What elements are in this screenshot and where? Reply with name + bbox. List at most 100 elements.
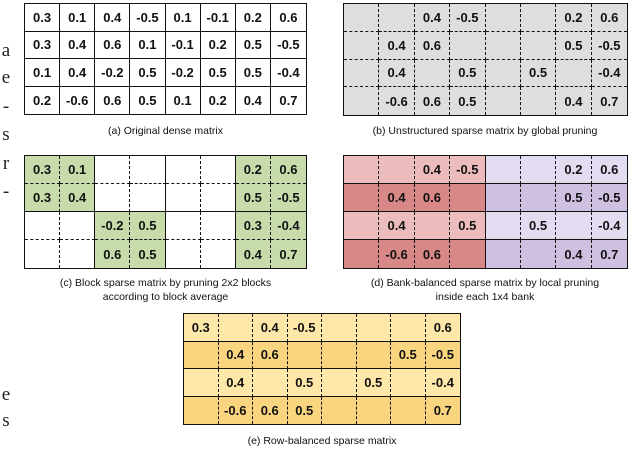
matrix-cell — [322, 396, 357, 424]
matrix-cell: 0.7 — [270, 86, 306, 114]
panel-bank-balanced-sparse-matrix: 0.4 -0.5 0.2 0.6 0.4 0.6 0.5 -0.5 0.4 0.5 0.5 -0.4-… — [343, 155, 628, 269]
matrix-cell: 0.2 — [200, 86, 236, 114]
matrix-cell: 0.2 — [200, 31, 236, 59]
matrix-cell: 0.4 — [556, 87, 592, 115]
matrix-cell: 0.4 — [253, 314, 288, 342]
matrix-cell: -0.5 — [270, 31, 306, 59]
matrix-cell — [391, 314, 426, 342]
matrix-cell — [485, 31, 521, 60]
matrix-cell: 0.2 — [25, 86, 61, 114]
matrix-cell: 0.3 — [25, 4, 61, 32]
panel-row-balanced-sparse-matrix: 0.3 0.4 -0.5 0.6 0.4 0.6 0.5 -0.5 0.4 0.5 0.5 -0.4-… — [183, 313, 461, 425]
matrix-cell: 0.5 — [391, 341, 426, 369]
matrix-cell — [165, 212, 201, 240]
matrix-cell: -0.6 — [379, 240, 415, 268]
matrix-cell — [485, 156, 521, 184]
matrix-cell — [184, 396, 219, 424]
matrix-grid: 0.4 -0.5 0.2 0.6 0.4 0.6 0.5 -0.5 0.4 0.5 0.5 -0.4-… — [343, 155, 628, 269]
matrix-cell — [556, 212, 592, 240]
matrix-cell: -0.4 — [270, 59, 306, 87]
matrix-cell: 0.4 — [379, 59, 415, 88]
edge-text-fragment: r — [2, 153, 10, 174]
matrix-cell: 0.1 — [25, 59, 61, 87]
matrix-cell: 0.5 — [287, 396, 322, 424]
matrix-cell — [322, 369, 357, 397]
matrix-cell: 0.5 — [556, 184, 592, 212]
matrix-cell: -0.6 — [60, 86, 96, 114]
matrix-cell — [485, 212, 521, 240]
matrix-cell — [184, 369, 219, 397]
matrix-grid: 0.3 0.1 0.4 -0.5 0.1 -0.1 0.2 0.6 0.3 0.4 0.6 0.1 -0… — [24, 3, 307, 115]
matrix-cell — [344, 240, 380, 268]
matrix-cell — [344, 184, 380, 212]
matrix-cell — [356, 314, 391, 342]
matrix-cell: 0.5 — [450, 212, 486, 240]
matrix-cell — [322, 341, 357, 369]
matrix-cell: 0.5 — [130, 240, 166, 268]
matrix-cell — [95, 156, 131, 184]
matrix-cell: 0.5 — [520, 59, 557, 88]
matrix-cell — [485, 4, 521, 32]
matrix-cell: 0.5 — [235, 31, 271, 59]
matrix-cell: 0.6 — [95, 31, 131, 59]
matrix-cell: -0.6 — [218, 396, 253, 424]
matrix-cell: 0.6 — [414, 87, 451, 115]
matrix-grid: 0.4 -0.5 0.2 0.6 0.4 0.6 0.5 -0.5 0.4 0.5 0.5 -0.4-… — [343, 3, 628, 116]
matrix-cell: 0.5 — [235, 184, 271, 212]
matrix-cell: 0.4 — [414, 4, 451, 32]
matrix-cell — [520, 184, 557, 212]
matrix-cell — [485, 184, 521, 212]
matrix-cell: -0.5 — [270, 184, 306, 212]
matrix-cell — [165, 184, 201, 212]
caption-line: (a) Original dense matrix — [108, 125, 223, 137]
matrix-cell: 0.5 — [200, 59, 236, 87]
matrix-cell: 0.5 — [130, 59, 166, 87]
matrix-cell: -0.5 — [591, 31, 627, 60]
panel-original-dense-matrix: 0.3 0.1 0.4 -0.5 0.1 -0.1 0.2 0.6 0.3 0.4 0.6 0.1 -0… — [24, 3, 307, 115]
matrix-cell — [485, 87, 521, 115]
matrix-cell: 0.5 — [356, 369, 391, 397]
matrix-cell: 0.7 — [270, 240, 306, 268]
matrix-cell — [450, 240, 486, 268]
matrix-cell — [450, 184, 486, 212]
matrix-cell: 0.6 — [425, 314, 460, 342]
matrix-cell: -0.5 — [450, 4, 486, 32]
matrix-cell: 0.4 — [218, 369, 253, 397]
caption-d: (d) Bank-balanced sparse matrix by local… — [330, 276, 640, 304]
matrix-cell — [200, 156, 236, 184]
caption-e: (e) Row-balanced sparse matrix — [183, 434, 461, 448]
matrix-cell: 0.6 — [414, 240, 451, 268]
matrix-cell: -0.4 — [591, 59, 627, 88]
matrix-cell: 0.6 — [270, 156, 306, 184]
caption-b: (b) Unstructured sparse matrix by global… — [330, 124, 640, 138]
caption-a: (a) Original dense matrix — [24, 124, 307, 138]
edge-text-fragment: - — [2, 96, 10, 117]
matrix-cell — [556, 59, 592, 88]
matrix-cell — [520, 87, 557, 115]
matrix-cell — [184, 341, 219, 369]
matrix-cell — [520, 31, 557, 60]
matrix-cell — [450, 31, 486, 60]
matrix-cell — [25, 212, 61, 240]
matrix-cell: -0.6 — [379, 87, 415, 115]
matrix-cell — [485, 59, 521, 88]
matrix-cell: 0.4 — [379, 212, 415, 240]
matrix-cell: 0.1 — [60, 4, 96, 32]
matrix-cell — [344, 59, 380, 88]
matrix-cell: -0.5 — [130, 4, 166, 32]
panel-unstructured-sparse-matrix: 0.4 -0.5 0.2 0.6 0.4 0.6 0.5 -0.5 0.4 0.5 0.5 -0.4-… — [343, 3, 628, 116]
matrix-cell — [130, 184, 166, 212]
matrix-cell — [520, 156, 557, 184]
matrix-cell: 0.4 — [235, 86, 271, 114]
matrix-cell: 0.2 — [556, 156, 592, 184]
matrix-cell: -0.5 — [287, 314, 322, 342]
matrix-cell: -0.4 — [270, 212, 306, 240]
matrix-cell: 0.4 — [218, 341, 253, 369]
panel-block-sparse-matrix: 0.3 0.1 0.2 0.6 0.3 0.4 0.5 -0.5 -0.2 0.5 0.3 -0.4 0… — [24, 155, 307, 269]
matrix-cell: 0.3 — [235, 212, 271, 240]
matrix-cell — [60, 212, 96, 240]
matrix-cell: 0.4 — [379, 184, 415, 212]
matrix-cell: 0.5 — [450, 87, 486, 115]
caption-c: (c) Block sparse matrix by pruning 2x2 b… — [24, 276, 307, 304]
matrix-cell — [200, 240, 236, 268]
